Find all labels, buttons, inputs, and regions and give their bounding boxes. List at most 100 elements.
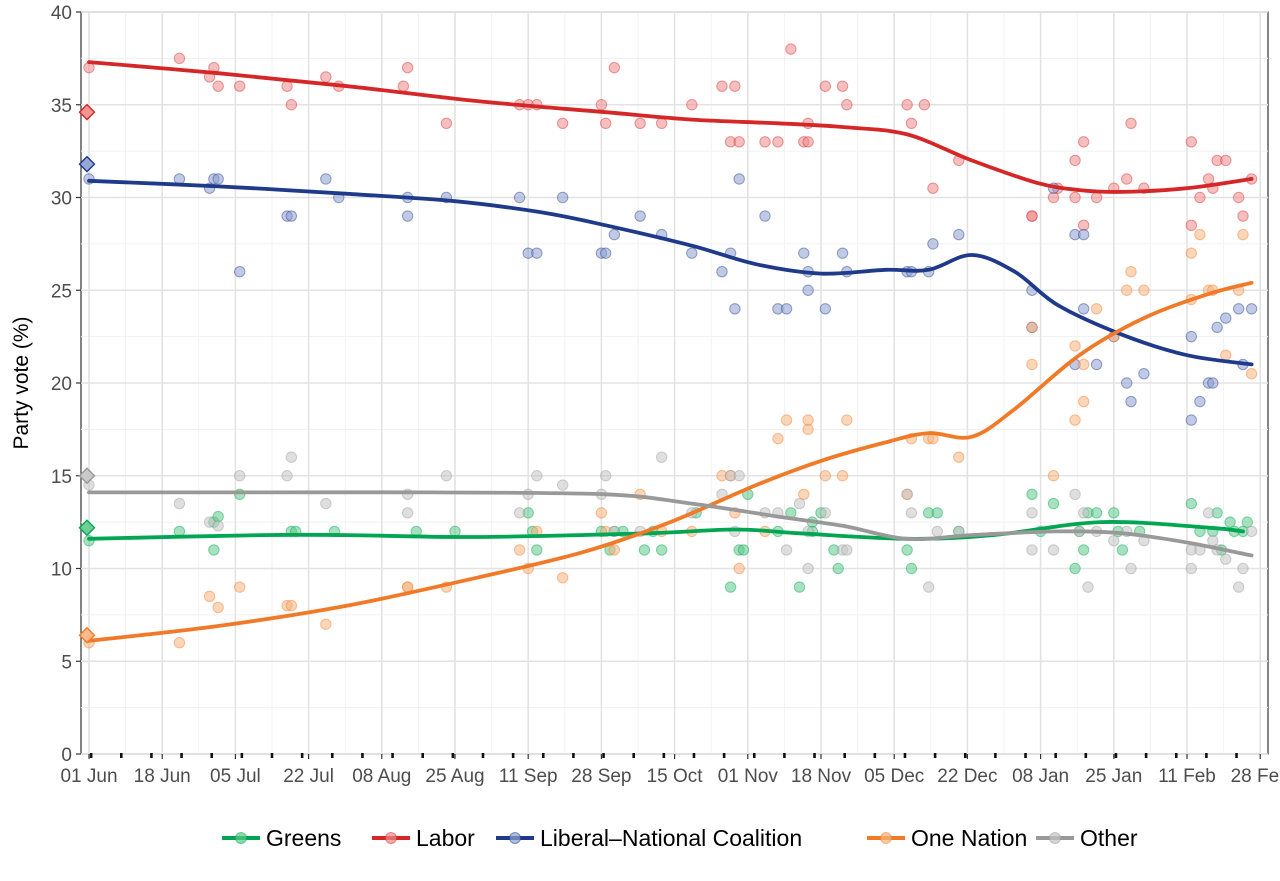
poll-point xyxy=(1237,562,1249,575)
poll-point xyxy=(802,562,814,575)
poll-point xyxy=(724,581,737,593)
y-tick-label: 30 xyxy=(51,189,72,210)
poll-point xyxy=(1245,368,1258,380)
x-tick-label: 18 Jun xyxy=(134,766,191,787)
poll-point xyxy=(836,470,849,482)
poll-point xyxy=(634,210,646,222)
poll-point xyxy=(173,497,186,510)
poll-point xyxy=(780,544,793,556)
poll-point xyxy=(401,210,414,222)
poll-point xyxy=(1077,544,1090,556)
poll-point xyxy=(905,117,918,130)
poll-point xyxy=(918,99,931,111)
legend-key-point xyxy=(1049,832,1061,844)
poll-point xyxy=(1090,507,1103,519)
poll-point xyxy=(1108,507,1120,519)
poll-point xyxy=(686,247,698,259)
poll-point xyxy=(212,601,224,614)
poll-point xyxy=(600,117,612,130)
poll-point xyxy=(1220,154,1232,167)
poll-point xyxy=(1237,210,1249,222)
poll-point xyxy=(1069,562,1081,575)
poll-point xyxy=(600,247,612,259)
poll-point xyxy=(1245,525,1258,538)
poll-point xyxy=(819,507,832,519)
poll-point xyxy=(733,470,745,482)
x-tick-label: 01 Jun xyxy=(60,766,117,787)
x-tick-label: 28 Sep xyxy=(571,766,631,787)
trend-line-other xyxy=(87,490,1254,558)
legend-key-point xyxy=(235,832,247,844)
poll-point xyxy=(1185,497,1198,510)
poll-point xyxy=(320,173,332,185)
y-tick-label: 10 xyxy=(51,560,72,581)
poll-point xyxy=(1069,414,1081,426)
legend-item: Other xyxy=(1036,825,1138,851)
poll-point xyxy=(655,117,668,130)
start-marker xyxy=(78,467,96,485)
legend-label: Liberal–National Coalition xyxy=(540,825,802,851)
poll-point xyxy=(513,507,526,519)
poll-point xyxy=(203,590,216,603)
poll-point xyxy=(841,544,853,556)
legend-item: Greens xyxy=(222,825,341,851)
x-tick-label: 15 Oct xyxy=(647,766,704,787)
poll-point xyxy=(1207,377,1219,389)
poll-point xyxy=(440,117,453,130)
poll-point xyxy=(1185,414,1198,426)
start-marker xyxy=(78,155,96,173)
poll-point xyxy=(841,414,853,426)
x-tick-label: 08 Jan xyxy=(1012,766,1069,787)
poll-point xyxy=(1220,349,1232,361)
poll-point xyxy=(927,182,939,194)
poll-point xyxy=(1121,173,1133,185)
poll-point xyxy=(440,470,453,482)
poll-point xyxy=(802,414,814,426)
x-tick-label: 11 Sep xyxy=(499,766,558,787)
legend-item: Labor xyxy=(372,825,475,851)
x-tick-label: 05 Jul xyxy=(210,766,261,787)
poll-point xyxy=(281,80,293,92)
poll-point xyxy=(759,210,771,222)
poll-point xyxy=(285,99,298,111)
poll-point xyxy=(686,99,698,111)
poll-point xyxy=(655,451,668,463)
poll-point xyxy=(759,136,771,148)
poll-point xyxy=(608,61,621,74)
legend-item: Liberal–National Coalition xyxy=(496,825,802,851)
poll-point xyxy=(285,451,298,463)
poll-point xyxy=(1185,562,1198,575)
poll-point xyxy=(513,191,526,204)
poll-point xyxy=(1232,303,1245,315)
poll-point xyxy=(173,52,186,65)
poll-point xyxy=(836,80,849,92)
poll-point xyxy=(234,80,246,92)
legend-key-point xyxy=(385,832,397,844)
poll-point xyxy=(397,80,410,92)
trend-line-labor xyxy=(87,60,1254,194)
poll-point xyxy=(513,544,526,556)
poll-point xyxy=(1185,219,1198,232)
poll-point xyxy=(1047,470,1060,482)
poll-point xyxy=(173,637,186,649)
poll-point xyxy=(716,266,728,278)
poll-point xyxy=(1069,154,1081,167)
poll-point xyxy=(595,507,608,519)
poll-point xyxy=(638,544,651,556)
poll-point xyxy=(819,303,832,315)
poll-point xyxy=(901,99,913,111)
poll-point xyxy=(798,488,810,500)
poll-point xyxy=(449,525,461,538)
y-axis: 0 5 10 15 20 25 30 35 40 xyxy=(51,3,81,766)
poll-point xyxy=(1047,544,1060,556)
poll-point xyxy=(780,303,793,315)
poll-point xyxy=(901,544,913,556)
legend-label: Greens xyxy=(266,825,341,851)
poll-point xyxy=(285,599,298,612)
poll-point xyxy=(281,470,293,482)
legend-label: Other xyxy=(1080,825,1138,851)
legend-key-point xyxy=(509,832,521,844)
poll-point xyxy=(212,520,224,532)
poll-point xyxy=(1125,266,1137,278)
legend-label: One Nation xyxy=(911,825,1027,851)
